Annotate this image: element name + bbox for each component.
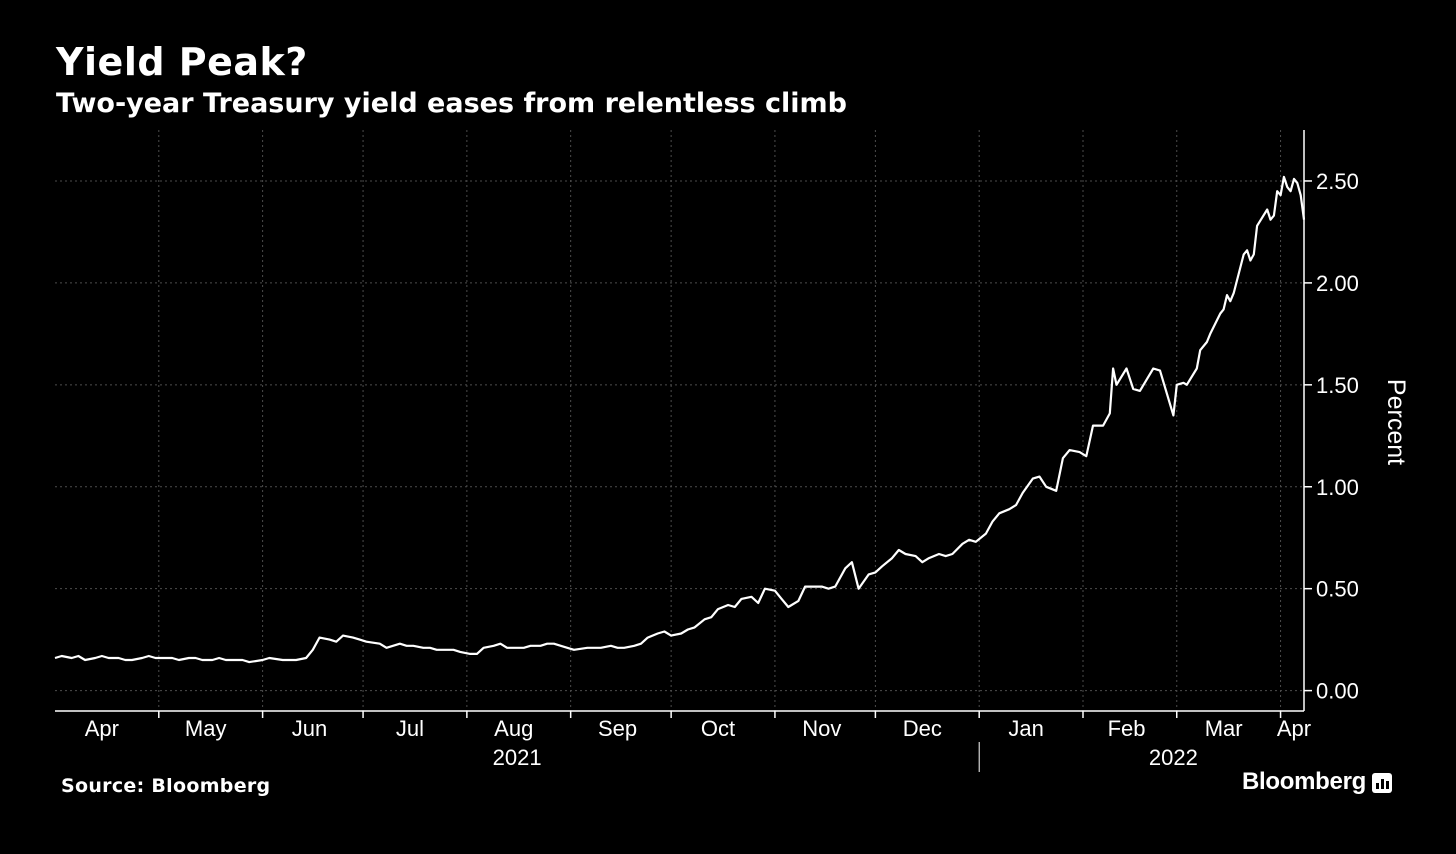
x-tick-label: Apr <box>1277 716 1311 741</box>
x-tick-label: Apr <box>85 716 119 741</box>
bloomberg-chart-icon <box>1371 773 1392 793</box>
x-tick-label: Jan <box>1008 716 1043 741</box>
tick-labels: 0.00 0.50 1.00 1.50 2.00 2.50 Apr May Jun Jul Aug S… <box>85 169 1359 770</box>
yield-series-line <box>54 175 1306 664</box>
year-label: 2021 <box>493 745 542 770</box>
axes <box>55 130 1312 772</box>
x-tick-label: Sep <box>598 716 637 741</box>
x-tick-label: Oct <box>701 716 735 741</box>
chart-title: Yield Peak? <box>56 40 308 84</box>
y-tick-label: 0.00 <box>1316 679 1359 704</box>
year-label: 2022 <box>1149 745 1198 770</box>
y-tick-label: 2.50 <box>1316 169 1359 194</box>
brand-name: Bloomberg <box>1242 768 1366 795</box>
y-tick-label: 1.50 <box>1316 373 1359 398</box>
chart-subtitle: Two-year Treasury yield eases from relen… <box>56 88 847 119</box>
x-tick-label: Feb <box>1108 716 1146 741</box>
series-layer <box>54 175 1306 664</box>
y-tick-label: 0.50 <box>1316 577 1359 602</box>
y-tick-label: 2.00 <box>1316 271 1359 296</box>
y-axis-label: Percent <box>1382 379 1410 465</box>
x-tick-label: Jul <box>396 716 424 741</box>
x-tick-label: Dec <box>903 716 942 741</box>
source-note: Source: Bloomberg <box>61 775 271 797</box>
x-tick-label: May <box>185 716 227 741</box>
gridlines <box>55 130 1304 711</box>
x-tick-label: Nov <box>802 716 841 741</box>
x-tick-label: Aug <box>494 716 533 741</box>
x-tick-label: Jun <box>292 716 327 741</box>
bloomberg-logo: Bloomberg <box>1242 768 1392 796</box>
x-tick-label: Mar <box>1205 716 1243 741</box>
y-tick-label: 1.00 <box>1316 475 1359 500</box>
